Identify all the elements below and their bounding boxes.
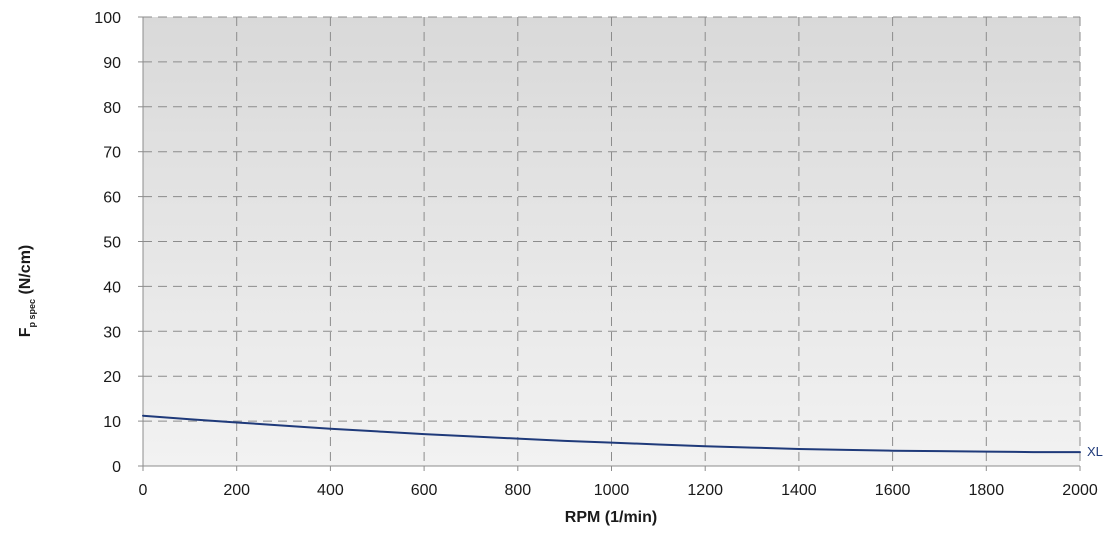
y-tick-label: 0 xyxy=(112,459,121,476)
y-tick-label: 80 xyxy=(103,100,121,117)
x-axis-title: RPM (1/min) xyxy=(565,509,657,526)
series-label: XL xyxy=(1087,444,1103,459)
x-tick-label: 1000 xyxy=(594,482,630,499)
y-tick-label: 90 xyxy=(103,55,121,72)
y-tick-label: 30 xyxy=(103,324,121,341)
x-tick-label: 1200 xyxy=(687,482,723,499)
x-tick-label: 0 xyxy=(139,482,148,499)
y-tick-label: 40 xyxy=(103,279,121,296)
y-tick-label: 100 xyxy=(94,10,121,27)
y-tick-label: 60 xyxy=(103,190,121,207)
axes xyxy=(138,16,1081,471)
y-axis-title-subscript: p spec xyxy=(27,299,37,328)
x-tick-label: 1600 xyxy=(875,482,911,499)
grid xyxy=(143,16,1081,466)
y-axis-title: Fp spec (N/cm) xyxy=(17,245,37,338)
x-tick-label: 1400 xyxy=(781,482,817,499)
y-axis-title-main: F xyxy=(17,327,34,337)
series-line xyxy=(142,414,1081,454)
x-tick-label: 600 xyxy=(411,482,438,499)
x-tick-labels: 0 200 400 600 800 1000 1200 1400 1600 1800 2000 xyxy=(139,482,1098,499)
x-tick-label: 800 xyxy=(504,482,531,499)
y-tick-labels: 0 10 20 30 40 50 60 70 80 90 100 xyxy=(94,10,121,476)
series: XL xyxy=(142,414,1103,459)
x-tick-label: 1800 xyxy=(969,482,1005,499)
y-tick-label: 10 xyxy=(103,414,121,431)
y-tick-label: 50 xyxy=(103,235,121,252)
y-tick-label: 20 xyxy=(103,369,121,386)
x-tick-label: 200 xyxy=(223,482,250,499)
y-tick-label: 70 xyxy=(103,145,121,162)
x-tick-label: 400 xyxy=(317,482,344,499)
x-tick-label: 2000 xyxy=(1062,482,1098,499)
y-axis-title-unit: (N/cm) xyxy=(17,245,34,299)
